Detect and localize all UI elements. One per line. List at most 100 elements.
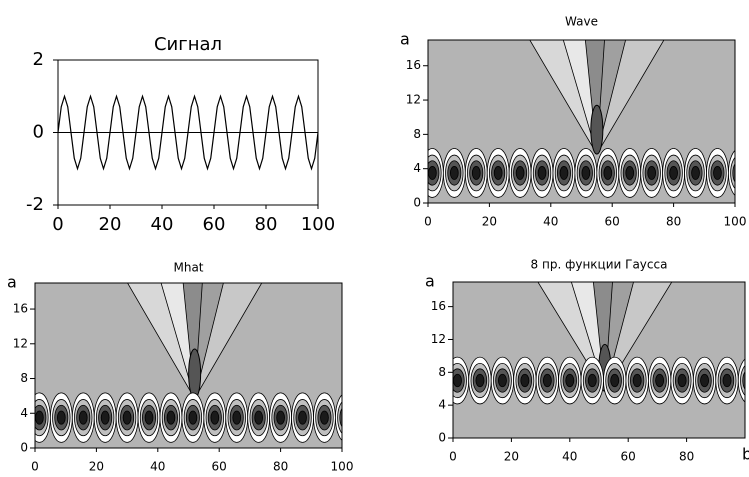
contour-ring	[35, 410, 44, 425]
panel: Wave a 0 20 40 60 80 100 0 4 8 12 16	[400, 15, 747, 229]
panel-title: Mhat	[173, 261, 203, 275]
contour-ring	[497, 373, 507, 388]
contour-ring	[78, 410, 88, 425]
contour-ring	[713, 166, 722, 180]
contour-ring	[232, 410, 242, 425]
x-tick-label: 100	[724, 215, 747, 229]
y-tick-label: 4	[438, 398, 446, 412]
contour-ring	[449, 166, 459, 180]
contour-field	[35, 283, 350, 448]
y-tick-label: 12	[13, 336, 28, 350]
x-tick-label: 40	[562, 450, 577, 464]
contour-ring	[647, 166, 657, 180]
x-tick-label: 0	[424, 215, 432, 229]
contour-ring	[581, 166, 591, 180]
contour-ring	[742, 371, 745, 390]
contour-ring	[625, 166, 635, 180]
contour-field	[428, 40, 743, 203]
panel-title: Wave	[565, 15, 598, 29]
x-tick-label: 0	[52, 214, 63, 235]
x-axis-label: b	[742, 445, 749, 464]
y-tick-label: 16	[431, 299, 446, 313]
x-tick-label: 60	[203, 214, 226, 235]
contour-ring	[603, 166, 613, 180]
contour-region	[604, 282, 673, 392]
contour-ring	[515, 166, 525, 180]
x-tick-label: 80	[666, 215, 681, 229]
x-tick-label: 80	[679, 450, 694, 464]
contour-region	[596, 40, 665, 155]
y-tick-label: 2	[33, 49, 44, 70]
contour-ring	[700, 373, 710, 388]
plot-frame	[427, 39, 736, 204]
x-tick-label: 20	[504, 450, 519, 464]
contour-ring	[732, 163, 735, 183]
contour-ring	[677, 373, 687, 388]
contour-ring	[722, 373, 732, 388]
contour-ring	[144, 410, 154, 425]
contour-ring	[471, 166, 481, 180]
contour-ring	[559, 166, 569, 180]
contour-ring	[632, 373, 642, 388]
contour-ring	[298, 410, 307, 425]
contour-ring	[735, 166, 743, 179]
contour-ring	[669, 166, 678, 180]
plot-frame	[452, 281, 746, 439]
y-tick-label: 0	[20, 441, 28, 455]
y-tick-label: 0	[413, 196, 421, 210]
x-tick-label: 20	[99, 214, 122, 235]
x-tick-label: 40	[543, 215, 558, 229]
contour-ring	[610, 373, 620, 388]
x-tick-label: 80	[273, 460, 288, 474]
contour-region	[188, 348, 202, 399]
x-tick-label: 60	[605, 215, 620, 229]
x-tick-label: 20	[89, 460, 104, 474]
contour-ring	[56, 410, 66, 425]
contour-ring	[428, 166, 437, 180]
contour-ring	[100, 410, 110, 425]
contour-ring	[493, 166, 503, 180]
contour-ring	[122, 410, 132, 425]
panel-title: Сигнал	[154, 34, 222, 55]
y-tick-label: 12	[431, 332, 446, 346]
contour-ring	[691, 166, 700, 180]
y-tick-label: 16	[13, 302, 28, 316]
contour-ring	[320, 410, 329, 425]
y-tick-label: 4	[413, 161, 421, 175]
contour-ring	[188, 410, 198, 425]
y-tick-label: 4	[20, 406, 28, 420]
contour-ring	[745, 374, 749, 386]
contour-ring	[542, 373, 552, 388]
contour-ring	[210, 410, 220, 425]
contour-ring	[166, 410, 176, 425]
contour-ring	[587, 373, 597, 388]
panel: Сигнал 0 20 40 60 80 100 -2 0 2	[26, 34, 335, 235]
contour-region	[194, 283, 263, 399]
x-tick-label: 40	[150, 460, 165, 474]
y-tick-label: 16	[406, 58, 421, 72]
contour-ring	[565, 373, 575, 388]
contour-field	[453, 282, 749, 438]
y-tick-label: 8	[20, 371, 28, 385]
x-tick-label: 0	[449, 450, 457, 464]
y-tick-label: 12	[406, 93, 421, 107]
x-tick-label: 0	[31, 460, 39, 474]
contour-ring	[520, 373, 530, 388]
y-tick-label: 8	[438, 365, 446, 379]
contour-region	[590, 104, 604, 155]
contour-ring	[254, 410, 264, 425]
contour-ring	[342, 411, 350, 424]
panel: 8 пр. функции Гаусса a b 0 20 40 60 80 0 4 8 12 16	[425, 258, 749, 464]
contour-ring	[276, 410, 285, 425]
y-axis-label: a	[425, 272, 435, 291]
contour-ring	[339, 407, 342, 428]
y-tick-label: 0	[438, 431, 446, 445]
panel-title: 8 пр. функции Гаусса	[531, 258, 668, 272]
x-tick-label: 80	[255, 214, 278, 235]
contour-ring	[537, 166, 547, 180]
y-axis-label: a	[7, 273, 17, 292]
x-tick-label: 20	[482, 215, 497, 229]
x-tick-label: 60	[621, 450, 636, 464]
contour-ring	[475, 373, 485, 388]
